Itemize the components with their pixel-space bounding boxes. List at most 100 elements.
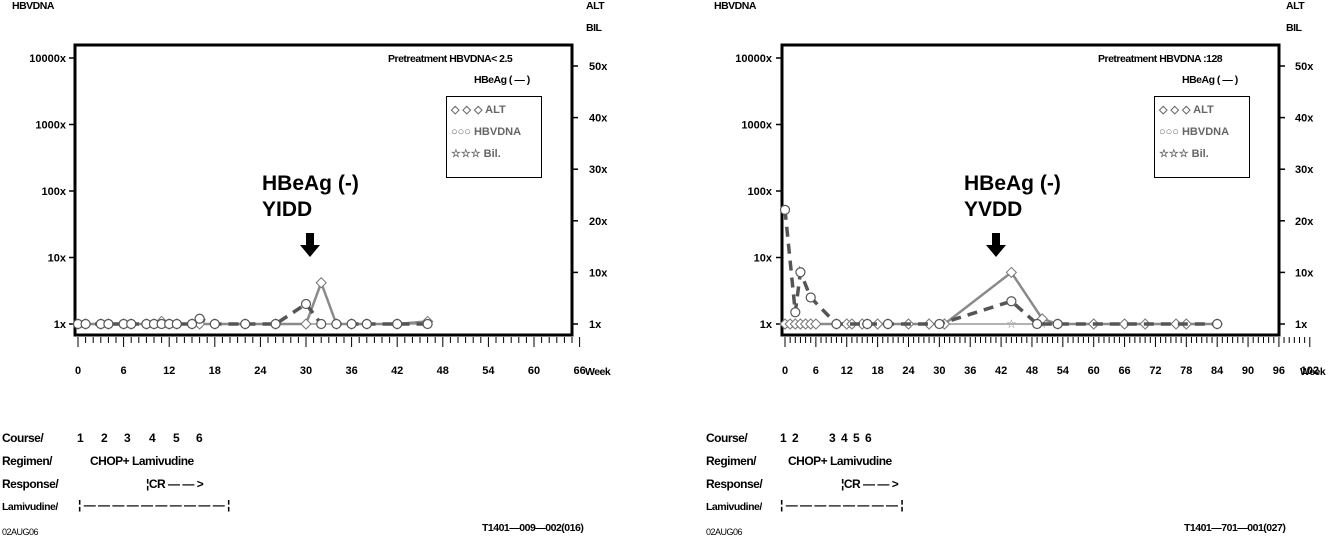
x-tick-label: 48 — [437, 365, 449, 377]
x-tick-label: 84 — [1211, 365, 1224, 377]
annotation-line-1: HBeAg (-) — [262, 172, 359, 195]
x-tick-label: 12 — [841, 365, 853, 377]
y-left-tick-label: 100x — [42, 186, 67, 198]
lamivudine-value: ¦ — — — — — — — — — — ¦ — [78, 498, 230, 512]
hbvdna-point — [882, 318, 893, 330]
x-tick-label: 102 — [1301, 365, 1319, 377]
y-right-tick-label: 30x — [1295, 164, 1314, 176]
y-left-tick-label: 1000x — [741, 120, 772, 132]
x-tick-label: 60 — [528, 365, 540, 377]
hbvdna-point — [209, 318, 220, 330]
y-left-tick-label: 10x — [48, 253, 67, 265]
lamivudine-label: Lamivudine/ — [2, 501, 58, 513]
hbvdna-point — [805, 292, 816, 303]
hbvdna-point — [934, 318, 945, 330]
hbvdna-point — [1006, 296, 1017, 307]
course-number-1: 1 — [780, 431, 787, 445]
hbvdna-point — [186, 318, 198, 330]
hbvdna-point — [831, 318, 842, 330]
hbvdna-point — [270, 318, 281, 330]
hbvdna-point — [316, 318, 327, 330]
bil-point: ☆ — [1006, 317, 1017, 331]
legend-alt: ◇ ◇ ◇ ALT — [1159, 104, 1214, 116]
x-tick-label: 66 — [573, 365, 585, 377]
hbvdna-point — [361, 318, 372, 330]
course-number-3: 3 — [124, 431, 131, 445]
course-label: Course/ — [2, 431, 44, 445]
course-number-2: 2 — [792, 431, 799, 445]
annotation-line-2: YVDD — [964, 198, 1023, 221]
chart-svg-right: 0 6 12 18 24 30 36 42 48 54 60 66 72 78 84 90 96 102 1x 10x… — [735, 43, 1319, 377]
annotation: HBeAg (-) YIDD — [262, 171, 359, 223]
course-number-4: 4 — [841, 431, 848, 445]
alt-point — [810, 318, 822, 330]
course-number-6: 6 — [865, 431, 872, 445]
chart-panel-left: 0 6 12 18 24 30 36 42 48 54 60 66 1x 10x 100x 1000x 1000… — [0, 0, 666, 539]
hbvdna-point — [171, 318, 182, 330]
x-tick-label: 0 — [75, 365, 81, 377]
regimen-value: CHOP+ Lamivudine — [90, 454, 194, 468]
course-number-2: 2 — [101, 431, 108, 445]
plot-frame — [73, 43, 574, 337]
response-label: Response/ — [706, 477, 763, 491]
hbvdna-point — [194, 313, 205, 324]
x-tick-label: 54 — [482, 365, 495, 377]
x-tick-label: 0 — [782, 365, 788, 377]
response-label: Response/ — [2, 477, 59, 491]
hbvdna-point — [862, 318, 873, 330]
x-tick-label: 30 — [933, 365, 945, 377]
hbvdna-point — [1212, 318, 1223, 330]
response-value: ¦CR — — > — [841, 477, 899, 491]
course-number-1: 1 — [77, 431, 84, 445]
hbvdna-point — [346, 318, 357, 330]
legend-alt: ◇ ◇ ◇ ALT — [451, 104, 506, 116]
chart-panel-right: 0 6 12 18 24 30 36 42 48 54 60 66 72 78 84 90 96 102 1x 10x… — [666, 0, 1333, 539]
x-unit-label: Week — [585, 366, 611, 378]
x-tick-label: 36 — [964, 365, 976, 377]
y-right-tick-label: 1x — [589, 319, 602, 331]
hbvdna-point — [1052, 318, 1063, 330]
hbeag-status-text: HBeAg ( — ) — [1182, 74, 1238, 86]
hbeag-status-text: HBeAg ( — ) — [474, 74, 530, 86]
annotation-line-2: YIDD — [262, 198, 313, 221]
course-label: Course/ — [706, 431, 748, 445]
legend: ◇ ◇ ◇ ALT ○○○ HBVDNA ☆☆☆ Bil. — [1154, 96, 1250, 178]
y-left-tick-label: 10x — [754, 253, 773, 265]
x-tick-label: 6 — [121, 365, 127, 377]
chart-svg-left: 0 6 12 18 24 30 36 42 48 54 60 66 1x 10x 100x 1000x 1000… — [29, 43, 608, 377]
y-left-tick-label: 1x — [760, 319, 773, 331]
response-value: ¦CR — — > — [146, 477, 204, 491]
pretreatment-text: Pretreatment HBVDNA :128 — [1098, 53, 1223, 65]
x-tick-label: 90 — [1242, 365, 1254, 377]
course-number-5: 5 — [853, 431, 860, 445]
x-tick-label: 18 — [209, 365, 221, 377]
hbvdna-point — [331, 318, 342, 330]
x-tick-label: 48 — [1026, 365, 1038, 377]
alt-point — [315, 277, 327, 289]
pretreatment-text: Pretreatment HBVDNA< 2.5 — [388, 53, 513, 65]
y-right-tick-label: 50x — [589, 61, 608, 73]
id-code: T1401—701—001(027) — [1184, 522, 1286, 534]
y-right-tick-label: 50x — [1295, 61, 1314, 73]
series-line-hbvdna — [783, 209, 1218, 326]
annotation: HBeAg (-) YVDD — [964, 171, 1061, 223]
x-tick-label: 6 — [813, 365, 819, 377]
right-axis-title-alt: ALT — [586, 0, 605, 12]
course-number-6: 6 — [196, 431, 203, 445]
y-left-tick-label: 1000x — [35, 120, 66, 132]
x-tick-label: 12 — [163, 365, 175, 377]
hbvdna-point — [126, 318, 137, 330]
left-axis-title: HBVDNA — [12, 0, 54, 12]
hbvdna-point — [795, 267, 806, 278]
x-tick-label: 24 — [902, 365, 915, 377]
y-left-tick-label: 100x — [748, 186, 773, 198]
x-tick-label: 42 — [995, 365, 1007, 377]
y-right-tick-label: 1x — [1295, 319, 1308, 331]
x-tick-label: 18 — [871, 365, 883, 377]
legend-bil: ☆☆☆ Bil. — [1159, 148, 1209, 160]
y-right-tick-label: 20x — [1295, 216, 1314, 228]
y-right-tick-label: 10x — [1295, 267, 1314, 279]
regimen-label: Regimen/ — [706, 454, 757, 468]
y-left-tick-label: 10000x — [735, 53, 773, 65]
legend: ◇ ◇ ◇ ALT ○○○ HBVDNA ☆☆☆ Bil. — [446, 96, 542, 178]
